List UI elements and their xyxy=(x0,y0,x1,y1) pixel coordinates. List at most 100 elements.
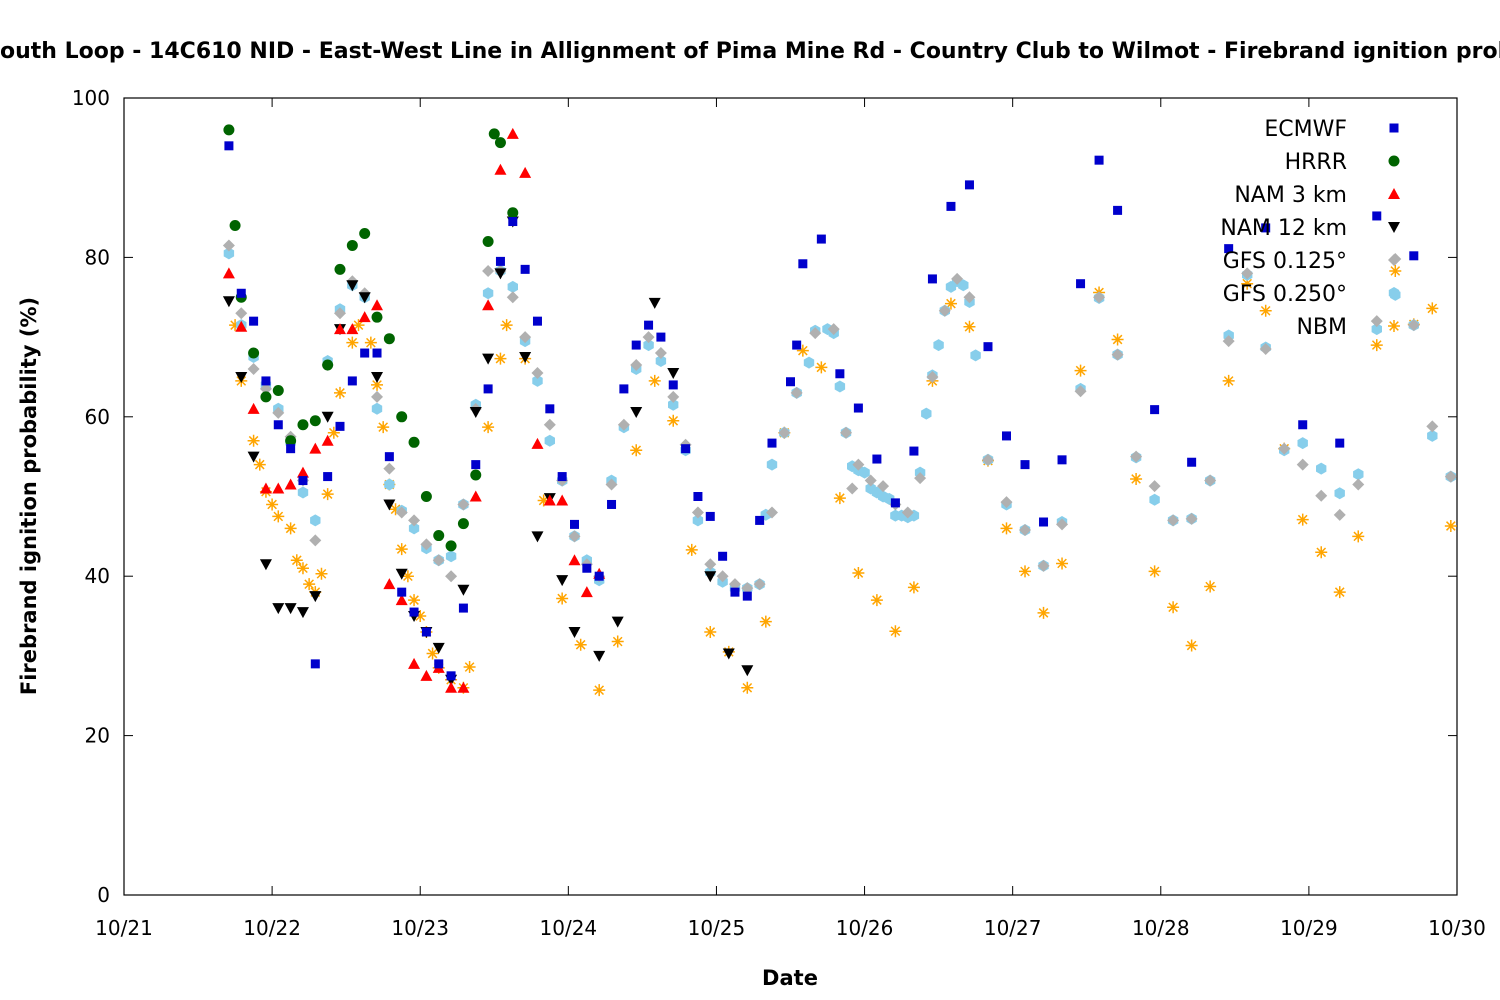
data-point xyxy=(272,384,284,396)
data-point xyxy=(507,207,519,219)
data-point xyxy=(259,382,272,395)
data-point xyxy=(691,506,704,519)
data-point xyxy=(1241,267,1254,280)
data-point xyxy=(728,578,741,591)
data-point xyxy=(642,331,655,344)
data-point xyxy=(846,482,859,495)
data-point xyxy=(1370,315,1383,328)
data-point xyxy=(296,466,309,478)
data-point xyxy=(284,478,297,490)
data-point xyxy=(1335,438,1345,448)
data-point xyxy=(222,296,235,308)
data-point xyxy=(310,659,320,669)
data-point xyxy=(704,625,717,638)
data-point xyxy=(901,506,914,519)
data-point xyxy=(409,607,419,617)
data-point xyxy=(872,454,882,464)
data-point xyxy=(248,347,260,359)
data-point xyxy=(222,239,235,252)
data-point xyxy=(1130,450,1143,463)
data-point xyxy=(656,332,666,342)
data-point xyxy=(605,478,618,491)
data-point xyxy=(1149,493,1160,506)
data-point xyxy=(1111,333,1124,346)
data-point xyxy=(1113,205,1123,215)
data-point xyxy=(315,567,328,580)
data-point xyxy=(531,437,544,449)
data-point xyxy=(247,362,260,375)
data-point xyxy=(483,384,493,394)
legend-label: HRRR xyxy=(1285,150,1347,175)
data-point xyxy=(285,435,297,447)
data-point xyxy=(371,311,383,323)
data-point xyxy=(235,320,248,332)
data-point xyxy=(1094,155,1104,165)
data-point xyxy=(889,625,902,638)
data-point xyxy=(1426,302,1439,315)
data-point xyxy=(519,331,532,344)
data-point xyxy=(1370,339,1383,352)
data-point xyxy=(286,444,296,454)
data-point xyxy=(261,376,271,386)
data-point xyxy=(556,592,569,605)
data-point xyxy=(545,404,555,414)
data-point xyxy=(568,626,581,638)
legend-marker xyxy=(1388,222,1400,233)
x-tick-label: 10/28 xyxy=(1132,916,1190,940)
data-point xyxy=(531,531,544,543)
data-point xyxy=(877,480,890,493)
data-point xyxy=(759,615,772,628)
data-point xyxy=(445,681,458,693)
data-point xyxy=(766,458,778,471)
data-point xyxy=(532,316,542,326)
data-point xyxy=(1372,211,1382,221)
data-point xyxy=(297,486,309,499)
data-point xyxy=(229,220,241,232)
data-point xyxy=(1334,487,1345,500)
data-point xyxy=(938,304,951,317)
data-point xyxy=(377,421,390,434)
data-point xyxy=(568,530,581,543)
data-point xyxy=(358,292,371,304)
data-point xyxy=(395,506,408,519)
y-tick-label: 100 xyxy=(72,86,110,110)
data-point xyxy=(333,386,346,399)
data-point xyxy=(630,358,643,371)
data-point xyxy=(296,562,309,575)
data-point xyxy=(556,575,569,587)
data-point xyxy=(685,543,698,556)
data-point xyxy=(1167,514,1180,527)
data-point xyxy=(223,247,235,260)
data-point xyxy=(1315,546,1328,559)
data-point xyxy=(1093,291,1106,304)
data-point xyxy=(272,510,285,523)
data-point xyxy=(346,280,359,292)
data-point xyxy=(1130,472,1143,485)
data-point xyxy=(765,506,778,519)
data-point xyxy=(580,586,593,598)
data-point xyxy=(1389,264,1402,277)
data-point xyxy=(648,374,661,387)
data-point xyxy=(309,534,322,547)
series-nam-3-km xyxy=(222,127,606,693)
data-point xyxy=(290,554,303,567)
series-ecmwf xyxy=(224,141,1419,681)
data-point xyxy=(507,280,518,293)
data-point xyxy=(1278,442,1291,455)
data-point xyxy=(482,353,495,365)
chart-title: outh Loop - 14C610 NID - East-West Line … xyxy=(0,39,1500,64)
data-point xyxy=(346,239,358,251)
legend-label: NAM 12 km xyxy=(1220,216,1347,241)
data-point xyxy=(809,327,822,340)
data-point xyxy=(327,426,340,439)
data-point xyxy=(519,352,532,364)
data-point xyxy=(619,384,629,394)
data-point xyxy=(494,163,507,175)
data-point xyxy=(730,587,740,597)
data-point xyxy=(537,494,550,507)
data-point xyxy=(1057,455,1067,465)
data-point xyxy=(556,494,569,506)
x-tick-label: 10/23 xyxy=(391,916,449,940)
data-point xyxy=(488,128,500,140)
data-point xyxy=(247,402,260,414)
